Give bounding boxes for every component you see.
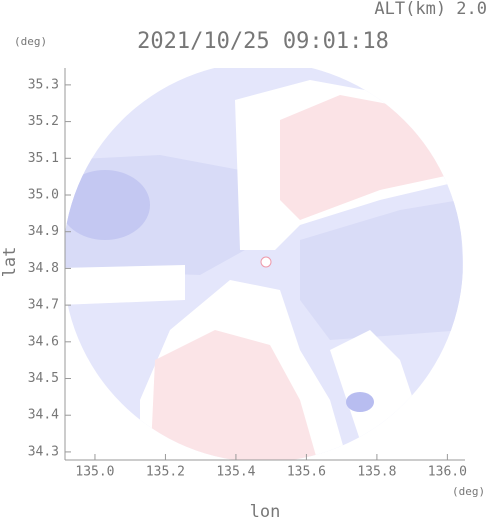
y-tick-label: 34.8 xyxy=(28,261,59,276)
chart-title: 2021/10/25 09:01:18 xyxy=(137,29,389,54)
field-blob xyxy=(65,170,150,240)
radar-site xyxy=(260,256,272,268)
y-tick-label: 34.3 xyxy=(28,444,59,459)
x-axis-title: lon xyxy=(250,502,281,521)
y-tick-label: 34.5 xyxy=(28,371,59,386)
y-tick-label: 35.1 xyxy=(28,151,59,166)
y-tick-label: 34.7 xyxy=(28,298,59,313)
radar-field xyxy=(65,68,463,460)
y-unit: (deg) xyxy=(14,35,47,48)
field-blob xyxy=(346,392,374,412)
y-tick-label: 34.6 xyxy=(28,334,59,349)
field-clear xyxy=(65,265,185,305)
x-tick-label: 135.4 xyxy=(216,465,255,480)
axes xyxy=(64,68,465,461)
x-tick-label: 136.0 xyxy=(428,465,467,480)
y-tick-label: 35.3 xyxy=(28,77,59,92)
y-tick-label: 35.0 xyxy=(28,187,59,202)
y-tick-label: 35.2 xyxy=(28,114,59,129)
y-tick-label: 34.9 xyxy=(28,224,59,239)
y-axis-title: lat xyxy=(0,247,20,278)
x-tick-label: 135.6 xyxy=(287,465,326,480)
x-tick-label: 135.2 xyxy=(146,465,185,480)
y-tick-label: 34.4 xyxy=(28,408,59,423)
field-blob xyxy=(300,200,463,340)
x-tick-label: 135.8 xyxy=(357,465,396,480)
x-unit: (deg) xyxy=(452,485,485,498)
field-blob xyxy=(280,95,450,220)
altitude-label: ALT(km) 2.0 xyxy=(374,0,487,19)
x-tick-label: 135.0 xyxy=(75,465,114,480)
field-blob xyxy=(150,330,320,460)
